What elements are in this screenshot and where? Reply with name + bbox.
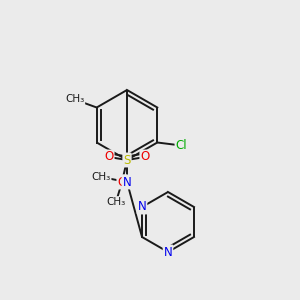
Text: N: N	[138, 200, 146, 214]
Text: CH₃: CH₃	[106, 197, 126, 207]
Text: O: O	[104, 151, 114, 164]
Text: CH₃: CH₃	[92, 172, 111, 182]
Text: S: S	[123, 154, 131, 166]
Text: O: O	[117, 176, 127, 188]
Text: O: O	[140, 151, 150, 164]
Text: N: N	[123, 176, 131, 188]
Text: Cl: Cl	[176, 139, 187, 152]
Text: CH₃: CH₃	[65, 94, 84, 104]
Text: N: N	[164, 245, 172, 259]
